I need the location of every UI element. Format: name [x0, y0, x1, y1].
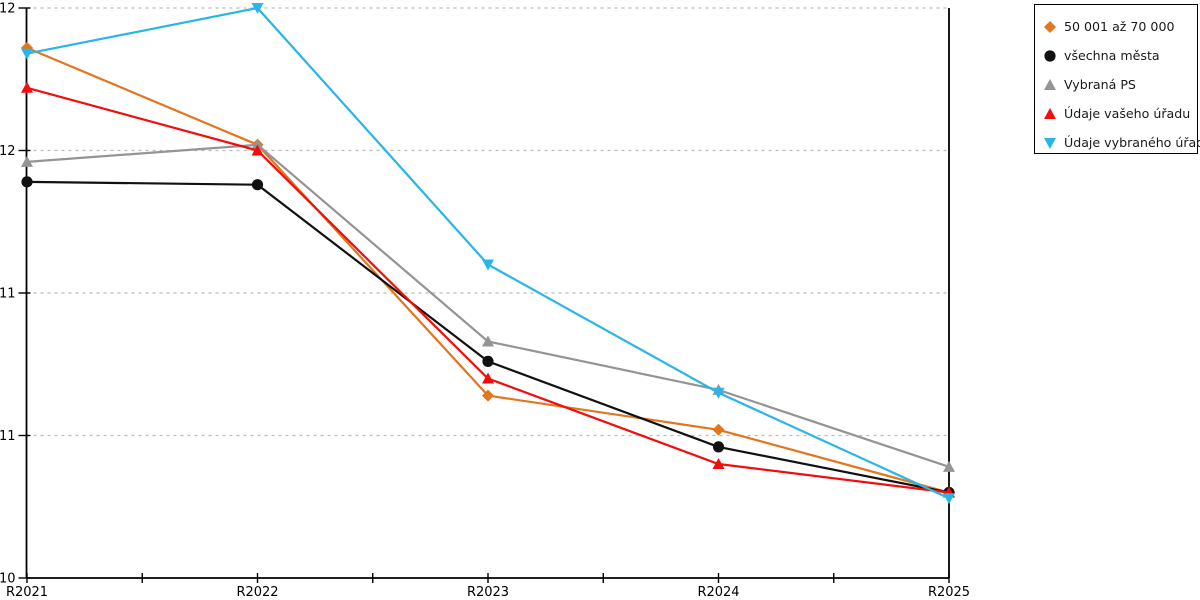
data-point-marker [482, 335, 494, 347]
y-tick-label: 12 [0, 2, 16, 17]
data-point-marker [482, 355, 494, 367]
legend-item: 50 001 až 70 000 [1035, 12, 1197, 41]
y-tick-label: 11 [0, 287, 16, 302]
data-point-marker [482, 389, 494, 402]
data-point-marker [21, 155, 33, 167]
x-tick-label: R2025 [928, 585, 970, 600]
data-point-marker [943, 460, 955, 472]
series-line [26, 6, 950, 500]
diamond-legend-icon [1044, 20, 1056, 33]
y-tick-label: 11 [0, 429, 16, 444]
series-line [26, 86, 950, 494]
x-tick-label: R2023 [467, 585, 509, 600]
data-point-marker [712, 423, 725, 436]
y-tick-label: 12 [0, 144, 16, 159]
legend-label: Vybraná PS [1064, 77, 1136, 92]
chart-legend: 50 001 až 70 000 všechna města Vybraná PS Ú… [1034, 4, 1200, 157]
triangle-up-legend-icon [1044, 107, 1056, 119]
data-point-marker [251, 179, 264, 191]
data-point-marker [21, 48, 33, 60]
data-point-marker [251, 138, 264, 150]
triangle-up-legend-icon [1044, 78, 1056, 90]
data-point-marker [943, 493, 955, 505]
legend-label: všechna města [1064, 48, 1160, 63]
data-point-marker [251, 144, 264, 156]
data-point-marker [712, 458, 725, 469]
series-line [26, 143, 950, 468]
data-point-marker [482, 259, 494, 271]
data-point-marker [21, 176, 33, 188]
data-point-marker [712, 441, 725, 453]
x-tick-label: R2022 [236, 585, 278, 600]
legend-item: Vybraná PS [1035, 70, 1197, 99]
x-tick-label: R2021 [6, 585, 48, 600]
y-tick-label: 10 [0, 572, 16, 587]
legend-item: Údaje vybraného úřadu [1035, 128, 1200, 157]
data-point-marker [21, 81, 33, 93]
legend-item: všechna města [1035, 41, 1197, 70]
data-point-marker [482, 372, 494, 384]
data-point-marker [251, 3, 264, 14]
x-tick-label: R2024 [697, 585, 739, 600]
legend-label: Údaje vašeho úřadu [1064, 106, 1191, 121]
circle-legend-icon [1044, 49, 1056, 62]
data-point-marker [712, 387, 725, 399]
legend-label: 50 001 až 70 000 [1064, 19, 1175, 34]
legend-label: Údaje vybraného úřadu [1064, 135, 1200, 150]
legend-item: Údaje vašeho úřadu [1035, 99, 1197, 128]
triangle-down-legend-icon [1044, 137, 1056, 149]
